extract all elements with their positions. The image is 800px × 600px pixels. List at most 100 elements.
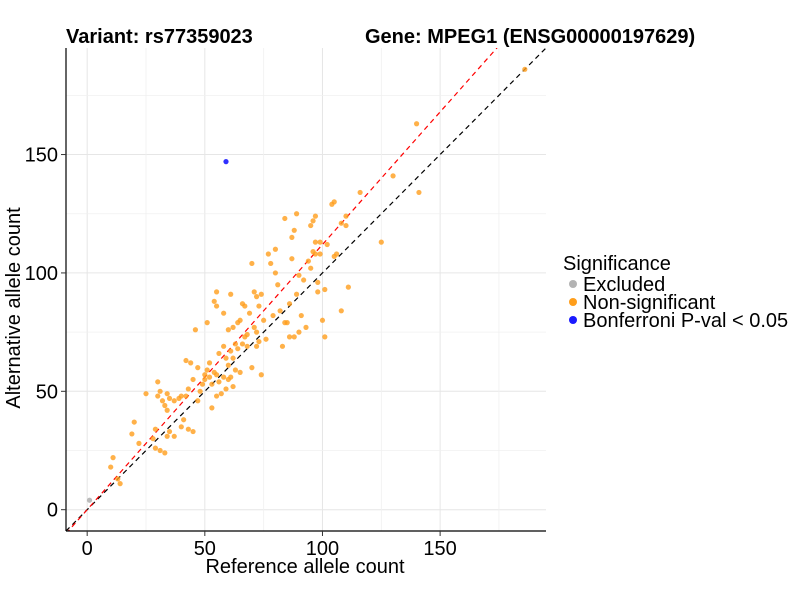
point-non-significant [190, 376, 196, 383]
point-non-significant [131, 419, 137, 425]
point-non-significant [272, 246, 279, 252]
x-tick-label: 50 [194, 538, 216, 560]
point-non-significant [206, 360, 213, 366]
point-non-significant [230, 383, 236, 390]
point-non-significant [136, 440, 142, 446]
axes [65, 48, 546, 532]
point-non-significant [115, 476, 121, 482]
data-points [86, 66, 528, 503]
reference-lines [66, 48, 546, 531]
point-non-significant [291, 334, 297, 340]
point-non-significant [209, 381, 215, 387]
point-non-significant [178, 393, 184, 399]
point-non-significant [331, 199, 337, 205]
point-non-significant [251, 324, 257, 330]
point-non-significant [164, 407, 170, 413]
point-non-significant [272, 270, 279, 276]
point-non-significant [253, 294, 260, 300]
x-axis-ticks: 0 50 100 150 [82, 531, 457, 560]
legend-key-0 [569, 280, 577, 288]
point-non-significant [188, 360, 194, 366]
point-non-significant [225, 327, 231, 333]
point-non-significant [221, 310, 227, 316]
point-non-significant [303, 324, 309, 330]
point-non-significant [197, 388, 203, 394]
point-non-significant [338, 220, 344, 226]
point-non-significant [152, 445, 159, 451]
point-non-significant [277, 308, 283, 314]
point-non-significant [293, 211, 300, 217]
point-non-significant [289, 234, 295, 241]
point-non-significant [378, 239, 384, 245]
point-non-significant [282, 215, 288, 222]
point-non-significant [343, 213, 349, 219]
point-non-significant [155, 379, 161, 385]
point-non-significant [178, 424, 184, 430]
x-tick-label: 100 [306, 538, 339, 560]
point-non-significant [289, 256, 295, 262]
y-tick-label: 150 [25, 145, 58, 167]
point-non-significant [305, 258, 311, 264]
legend-label-2: Bonferroni P-val < 0.05 [583, 310, 788, 332]
point-non-significant [322, 334, 328, 340]
reference-line-black [66, 48, 546, 531]
point-non-significant [293, 291, 300, 297]
point-non-significant [319, 317, 326, 323]
point-non-significant [209, 405, 215, 411]
legend-label-0: Excluded [583, 274, 665, 296]
point-non-significant [315, 289, 321, 295]
y-axis-ticks: 0 50 100 150 [25, 145, 66, 522]
point-non-significant [223, 355, 229, 361]
point-non-significant [213, 393, 220, 399]
variant-title: Variant: rs77359023 [66, 26, 253, 48]
point-non-significant [185, 386, 191, 392]
point-non-significant [286, 301, 293, 307]
point-non-significant [152, 426, 159, 432]
point-non-significant [190, 428, 196, 435]
point-non-significant [166, 395, 173, 402]
point-non-significant [171, 398, 177, 404]
point-non-significant [275, 282, 281, 288]
point-non-significant [213, 303, 220, 309]
point-non-significant [265, 251, 271, 257]
point-non-significant [218, 391, 224, 397]
point-non-significant [296, 329, 302, 335]
point-non-significant [129, 431, 135, 437]
point-non-significant [204, 367, 210, 373]
point-non-significant [164, 391, 170, 397]
point-non-significant [162, 450, 168, 456]
point-non-significant [223, 386, 229, 392]
point-non-significant [232, 341, 239, 347]
point-non-significant [270, 312, 276, 319]
point-non-significant [225, 362, 231, 368]
point-non-significant [183, 357, 189, 364]
point-non-significant [157, 447, 163, 454]
point-non-significant [284, 320, 290, 326]
point-non-significant [108, 464, 114, 470]
point-non-significant [230, 324, 236, 330]
point-non-significant [338, 308, 344, 314]
point-non-significant [192, 327, 199, 333]
x-tick-label: 150 [423, 538, 456, 560]
point-non-significant [213, 372, 220, 378]
point-non-significant [181, 417, 187, 423]
point-non-significant [261, 317, 267, 323]
plot-area [65, 48, 546, 532]
point-non-significant [202, 376, 208, 383]
point-non-significant [343, 222, 349, 229]
point-non-significant [195, 398, 201, 404]
point-bonferroni-p-val-0-05 [223, 159, 229, 165]
point-non-significant [256, 303, 262, 309]
point-non-significant [162, 402, 168, 409]
point-non-significant [310, 218, 316, 224]
point-non-significant [246, 310, 253, 316]
point-non-significant [242, 303, 248, 309]
point-non-significant [239, 341, 246, 347]
point-non-significant [522, 66, 528, 72]
point-non-significant [164, 433, 170, 439]
point-non-significant [183, 393, 189, 399]
point-non-significant [258, 372, 264, 378]
point-non-significant [251, 289, 257, 295]
point-non-significant [110, 455, 116, 461]
